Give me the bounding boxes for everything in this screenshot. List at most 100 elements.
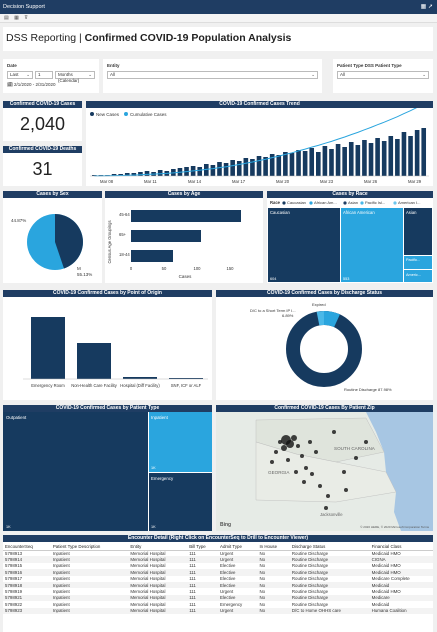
trend-bar[interactable] bbox=[348, 142, 354, 176]
zip-case-marker[interactable] bbox=[291, 435, 297, 441]
age-bar-45-64[interactable] bbox=[131, 210, 241, 222]
race-tile-african-american[interactable] bbox=[341, 208, 403, 282]
table-column-header[interactable]: EncounterSeq bbox=[3, 543, 51, 551]
trend-bar[interactable] bbox=[118, 174, 123, 176]
origin-bar-2[interactable] bbox=[123, 377, 157, 379]
zip-case-marker[interactable] bbox=[294, 470, 298, 474]
age-bar-65-plus[interactable] bbox=[131, 230, 201, 242]
zip-case-marker[interactable] bbox=[270, 460, 274, 464]
date-unit-select[interactable]: Months (Calendar) ⌄ bbox=[55, 71, 95, 83]
table-cell[interactable]: 5798919 bbox=[5, 589, 23, 595]
app-header-icons[interactable]: ▦ ➚ bbox=[420, 4, 433, 10]
trend-bar[interactable] bbox=[111, 174, 117, 176]
table-row[interactable]: 5798914 Inpatient Memorial Hospital 111 Urge… bbox=[3, 556, 433, 563]
trend-bar[interactable] bbox=[296, 150, 301, 176]
discharge-donut-chart[interactable]: Expired D/C to a Short Term IP I... 6.89… bbox=[216, 297, 433, 400]
trend-bar[interactable] bbox=[421, 128, 427, 176]
origin-bar-1[interactable] bbox=[77, 343, 111, 379]
trend-bar[interactable] bbox=[329, 149, 334, 176]
zip-case-marker[interactable] bbox=[364, 440, 368, 444]
origin-bar-chart[interactable]: Emergency Room Non-Health Care Facility … bbox=[3, 297, 212, 400]
trend-chart[interactable]: New Cases Cumulative Cases Mar 08 Mar 11 M… bbox=[86, 108, 433, 186]
trend-bar[interactable] bbox=[210, 165, 216, 176]
table-column-header[interactable]: Patient Type Description bbox=[50, 543, 129, 551]
age-bar-chart[interactable]: Census Age Groupings 45-64 65+ 18-44 0 5… bbox=[105, 198, 263, 283]
table-column-header[interactable]: In House bbox=[257, 543, 290, 551]
zip-case-marker[interactable] bbox=[344, 488, 348, 492]
zip-case-marker[interactable] bbox=[300, 454, 304, 458]
trend-bar[interactable] bbox=[138, 172, 143, 176]
zip-case-marker[interactable] bbox=[314, 450, 318, 454]
trend-bar[interactable] bbox=[395, 139, 400, 176]
zip-case-marker[interactable] bbox=[318, 484, 322, 488]
table-column-header[interactable]: Bill Type bbox=[187, 543, 219, 551]
sex-slice-male[interactable] bbox=[55, 214, 83, 269]
trend-bar[interactable] bbox=[269, 154, 275, 176]
table-column-header[interactable]: Admit Type bbox=[218, 543, 258, 551]
zip-case-marker[interactable] bbox=[354, 456, 358, 460]
table-column-header[interactable]: Entity bbox=[128, 543, 188, 551]
table-row[interactable]: 5798915 Inpatient Memorial Hospital 111 Elec… bbox=[3, 563, 433, 569]
trend-bar[interactable] bbox=[322, 146, 328, 176]
trend-bar[interactable] bbox=[197, 167, 203, 176]
zip-case-marker[interactable] bbox=[296, 444, 300, 448]
zip-case-marker[interactable] bbox=[281, 445, 287, 451]
zip-case-marker[interactable] bbox=[302, 480, 306, 484]
trend-bar[interactable] bbox=[243, 158, 249, 176]
table-cell[interactable]: 5798913 bbox=[5, 550, 23, 556]
sex-pie-chart[interactable]: 44.87% M 55.13% bbox=[3, 198, 102, 283]
trend-bar[interactable] bbox=[309, 148, 315, 176]
zip-case-marker[interactable] bbox=[278, 440, 282, 444]
table-row[interactable]: 5798922 Inpatient Memorial Hospital 111 Emer… bbox=[3, 601, 433, 607]
trend-bar[interactable] bbox=[381, 141, 387, 176]
zip-case-marker[interactable] bbox=[304, 466, 308, 470]
trend-bar[interactable] bbox=[223, 163, 229, 176]
trend-bar[interactable] bbox=[276, 155, 282, 176]
zip-map[interactable]: SOUTH CAROLINA GEORGIA Jacksonville Bing… bbox=[216, 412, 433, 531]
table-cell[interactable]: 5798922 bbox=[5, 601, 23, 607]
ptype-tile-emergency[interactable] bbox=[149, 473, 212, 531]
table-column-header[interactable]: Discharge Status bbox=[289, 543, 370, 551]
trend-bar[interactable] bbox=[316, 152, 321, 176]
table-row[interactable]: 5798923 Inpatient Memorial Hospital 111 Urge… bbox=[3, 607, 433, 614]
trend-bar[interactable] bbox=[408, 136, 413, 176]
table-row[interactable]: 5798913 Inpatient Memorial Hospital 111 Urge… bbox=[3, 550, 433, 556]
zip-case-marker[interactable] bbox=[310, 472, 314, 476]
file-icon[interactable]: ▤ bbox=[4, 15, 9, 21]
table-row[interactable]: 5798919 Inpatient Memorial Hospital 111 Urge… bbox=[3, 588, 433, 594]
trend-bar[interactable] bbox=[414, 130, 420, 176]
race-tile-pacific[interactable] bbox=[404, 256, 432, 269]
zip-case-marker[interactable] bbox=[286, 458, 290, 462]
table-cell[interactable]: 5798915 bbox=[5, 563, 23, 569]
trend-bar[interactable] bbox=[388, 136, 394, 176]
origin-bar-3[interactable] bbox=[169, 378, 203, 379]
zip-case-marker[interactable] bbox=[342, 470, 346, 474]
trend-bar[interactable] bbox=[204, 164, 209, 176]
trend-bar[interactable] bbox=[401, 132, 407, 176]
table-cell[interactable]: 5798916 bbox=[3, 569, 51, 576]
zip-case-marker[interactable] bbox=[326, 494, 330, 498]
discharge-ring-routine[interactable] bbox=[286, 311, 362, 387]
trend-bar[interactable] bbox=[355, 145, 361, 176]
race-tile-asian[interactable] bbox=[404, 208, 432, 255]
race-treemap[interactable]: Race Caucasian African Am... Asian Pacif… bbox=[267, 198, 433, 283]
table-row[interactable]: 5798916 Inpatient Memorial Hospital 111 Elec… bbox=[3, 569, 433, 576]
table-row[interactable]: 5798918 Inpatient Memorial Hospital 111 Elec… bbox=[3, 581, 433, 589]
trend-bar[interactable] bbox=[157, 170, 163, 176]
ptype-tile-inpatient[interactable] bbox=[149, 412, 212, 472]
zip-case-marker[interactable] bbox=[286, 440, 294, 448]
table-column-header[interactable]: Financial Class bbox=[369, 543, 433, 551]
table-cell[interactable]: 5798917 bbox=[5, 576, 23, 582]
age-bar-18-44[interactable] bbox=[131, 250, 173, 262]
race-tile-caucasian[interactable] bbox=[268, 208, 340, 282]
trend-bar[interactable] bbox=[217, 162, 222, 176]
entity-select[interactable]: All ⌄ bbox=[107, 71, 318, 79]
trend-bar[interactable] bbox=[230, 160, 235, 176]
table-cell[interactable]: 5798918 bbox=[3, 581, 51, 589]
trend-bar[interactable] bbox=[289, 153, 295, 176]
trend-bar[interactable] bbox=[335, 144, 341, 176]
patient-type-select[interactable]: All ⌄ bbox=[337, 71, 429, 79]
trend-bar[interactable] bbox=[302, 151, 308, 176]
zip-case-marker[interactable] bbox=[324, 506, 328, 510]
ptype-tile-outpatient[interactable] bbox=[3, 412, 148, 531]
